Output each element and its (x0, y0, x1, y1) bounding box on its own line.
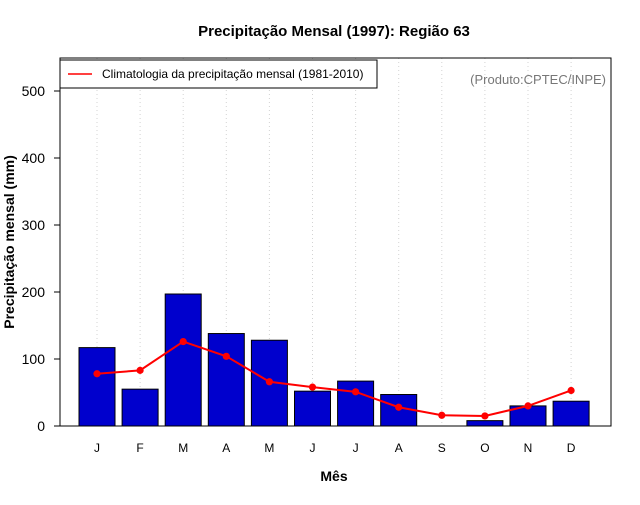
credit-text: (Produto:CPTEC/INPE) (470, 72, 606, 87)
y-tick-label-400: 400 (22, 150, 46, 166)
bar-1 (121, 388, 159, 427)
x-tick-label-0: J (94, 441, 100, 455)
bar-9 (466, 420, 504, 427)
climatology-point-6 (352, 388, 360, 396)
x-axis-label: Mês (320, 468, 347, 484)
climatology-line (96, 340, 572, 417)
y-tick-label-200: 200 (22, 284, 46, 300)
y-tick-label-100: 100 (22, 351, 46, 367)
climatology-point-8 (438, 411, 446, 419)
climatology-point-4 (265, 378, 273, 386)
climatology-point-11 (567, 386, 575, 395)
x-tick-label-6: J (353, 441, 359, 455)
bar-5 (294, 390, 331, 427)
climatology-point-2 (179, 337, 187, 346)
climatology-point-1 (136, 366, 144, 374)
y-tick-label-0: 0 (37, 418, 45, 434)
climatology-line-group (93, 337, 575, 420)
climatology-point-10 (524, 402, 532, 410)
y-axis: 0 100 200 300 400 500 (22, 83, 61, 434)
y-tick-label-300: 300 (22, 217, 46, 233)
x-tick-label-1: F (136, 441, 143, 455)
y-tick-label-500: 500 (22, 83, 46, 99)
bar-11 (552, 400, 590, 427)
climatology-point-0 (93, 370, 101, 378)
legend: Climatologia da precipitação mensal (198… (59, 59, 378, 89)
x-tick-label-5: J (310, 441, 316, 455)
bar-6 (337, 380, 375, 427)
x-tick-label-7: A (395, 441, 403, 455)
x-tick-label-9: O (480, 441, 489, 455)
chart-title: Precipitação Mensal (1997): Região 63 (198, 23, 470, 40)
climatology-point-5 (308, 383, 317, 391)
legend-label-climatology: Climatologia da precipitação mensal (198… (102, 67, 363, 81)
climatology-point-9 (481, 412, 489, 420)
x-tick-label-8: S (438, 441, 446, 455)
bar-0 (78, 347, 116, 427)
bar-3 (207, 333, 245, 427)
x-tick-label-10: N (524, 441, 533, 455)
climatology-point-3 (222, 352, 230, 360)
x-tick-label-11: D (567, 441, 576, 455)
x-tick-label-3: A (222, 441, 230, 455)
x-tick-label-4: M (264, 441, 274, 455)
bar-2 (164, 293, 202, 427)
gridlines (96, 58, 572, 426)
legend-box (59, 59, 378, 89)
y-axis-label: Precipitação mensal (mm) (1, 155, 17, 329)
climatology-point-7 (395, 403, 403, 411)
x-tick-label-2: M (178, 441, 188, 455)
